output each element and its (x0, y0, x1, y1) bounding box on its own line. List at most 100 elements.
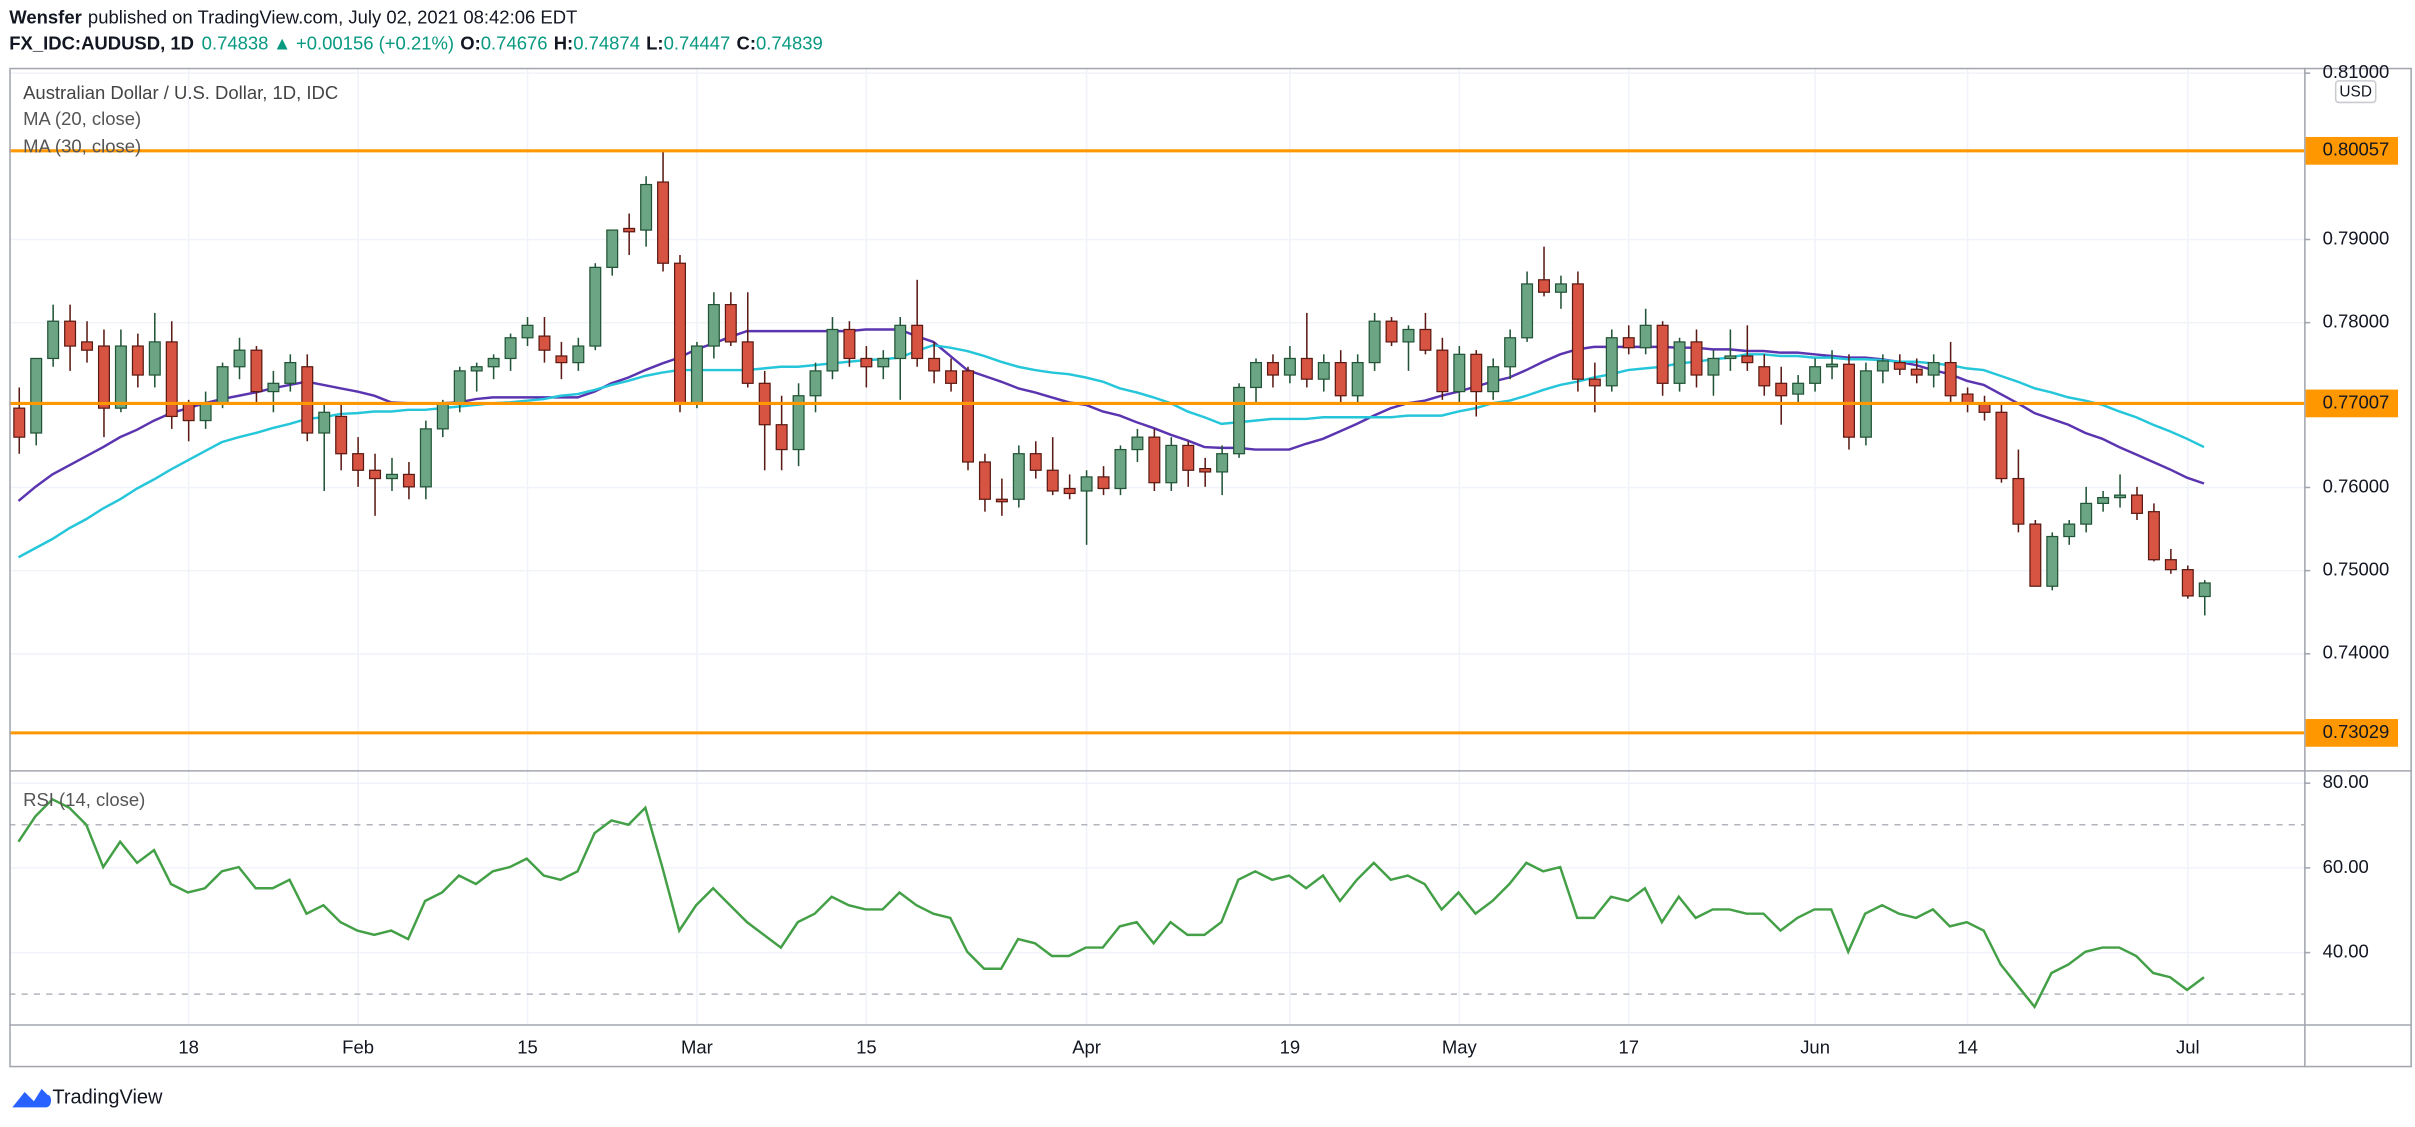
candle-body (1656, 324, 1669, 384)
y-tick-label: 40.00 (2323, 940, 2369, 961)
legend-entry: MA (20, close) (23, 108, 141, 129)
candle-body (1521, 283, 1534, 339)
candle-body (843, 328, 856, 360)
candle-body (555, 355, 568, 364)
candle-body (233, 349, 246, 368)
ohlc-key: H: (554, 33, 574, 54)
candle-body (436, 403, 449, 430)
candle-body (1080, 476, 1093, 492)
candle-body (623, 227, 636, 233)
candle-body (1114, 448, 1127, 490)
candle-body (1893, 361, 1906, 370)
candle-body (1724, 355, 1737, 360)
level-label: 0.80057 (2323, 139, 2390, 160)
candle-body (385, 473, 398, 480)
candle-body (1148, 436, 1161, 484)
candle-body (131, 345, 144, 376)
candle-body (47, 320, 60, 360)
candle-body (2198, 582, 2211, 598)
last-price: 0.74838 (202, 33, 269, 54)
symbol-line: FX_IDC:AUDUSD, 1D 0.74838 ▲ +0.00156 (+0.21… (9, 33, 823, 54)
candle-body (165, 341, 178, 418)
candle-body (690, 345, 703, 405)
candle-body (995, 498, 1008, 503)
candle-body (318, 411, 331, 434)
candle-body (2097, 496, 2110, 505)
candle-body (945, 370, 958, 384)
candle-body (2181, 569, 2194, 597)
legend-entry: RSI (14, close) (23, 789, 145, 810)
candle-body (1216, 453, 1229, 473)
y-tick-label: 0.75000 (2323, 559, 2390, 580)
level-label-box (2305, 719, 2399, 747)
published: published on TradingView.com, July 02, 2… (88, 6, 577, 27)
candle-body (673, 262, 687, 405)
candle-body (284, 361, 297, 384)
y-tick-label: 80.00 (2323, 771, 2369, 792)
candle-body (1266, 361, 1279, 376)
candle-body (504, 337, 517, 360)
price-pane (9, 149, 2305, 735)
candle-body (1605, 337, 1618, 387)
candle-body (1419, 328, 1432, 351)
candle-body (1063, 487, 1076, 495)
x-tick-label: Mar (681, 1037, 713, 1058)
candle-body (1470, 353, 1483, 393)
candle-body (2029, 523, 2042, 587)
candle-body (1876, 360, 1889, 372)
x-tick-label: 14 (1957, 1037, 1978, 1058)
ohlc-key: C: (737, 33, 757, 54)
level-label: 0.73029 (2323, 721, 2390, 742)
candle-body (1554, 283, 1567, 293)
candle-body (724, 304, 737, 343)
moving-average-line (17, 343, 2205, 559)
candle-body (114, 345, 127, 409)
ohlc-key: O: (460, 33, 481, 54)
candle-body (1182, 444, 1195, 471)
candle-body (2063, 523, 2076, 538)
candle-body (1199, 468, 1212, 473)
candle-body (1809, 366, 1822, 384)
candle-body (352, 453, 365, 471)
candle-body (1571, 283, 1584, 380)
chart-frame (9, 67, 2412, 1068)
candle-body (1690, 341, 1703, 376)
y-tick-label: 0.74000 (2323, 642, 2390, 663)
candle-body (267, 382, 280, 393)
candle-body (1368, 320, 1381, 364)
y-tick-label: 0.78000 (2323, 311, 2390, 332)
symbol: FX_IDC:AUDUSD, 1D (9, 33, 194, 54)
candle-body (1402, 328, 1415, 343)
ohlc-value: 0.74447 (664, 33, 731, 54)
candle-body (1131, 436, 1144, 451)
candle-body (1673, 341, 1686, 384)
candle-body (1504, 337, 1517, 368)
candle-body (792, 395, 805, 451)
candle-body (1944, 361, 1957, 397)
ohlc-value: 0.74874 (573, 33, 640, 54)
candle-body (1436, 349, 1449, 393)
level-label: 0.77007 (2323, 391, 2390, 412)
candle-body (419, 428, 432, 488)
candle-body (2080, 502, 2093, 525)
level-label-box (2305, 389, 2399, 418)
candle-body (911, 324, 924, 360)
candle-body (1487, 366, 1500, 393)
candle-body (470, 366, 483, 372)
candle-body (1029, 453, 1042, 471)
candle-body (1792, 382, 1805, 395)
candle-body (250, 349, 263, 393)
candle-body (640, 183, 653, 231)
candle-body (81, 341, 94, 351)
candle-body (487, 357, 500, 368)
candle-body (1622, 337, 1635, 349)
candle-body (2147, 511, 2160, 561)
candle-body (1317, 361, 1330, 380)
logo-icon (12, 1088, 52, 1108)
x-tick-label: Jun (1800, 1037, 1830, 1058)
moving-average-line (17, 328, 2205, 502)
candle-body (1165, 444, 1178, 484)
candle-body (1046, 469, 1059, 492)
